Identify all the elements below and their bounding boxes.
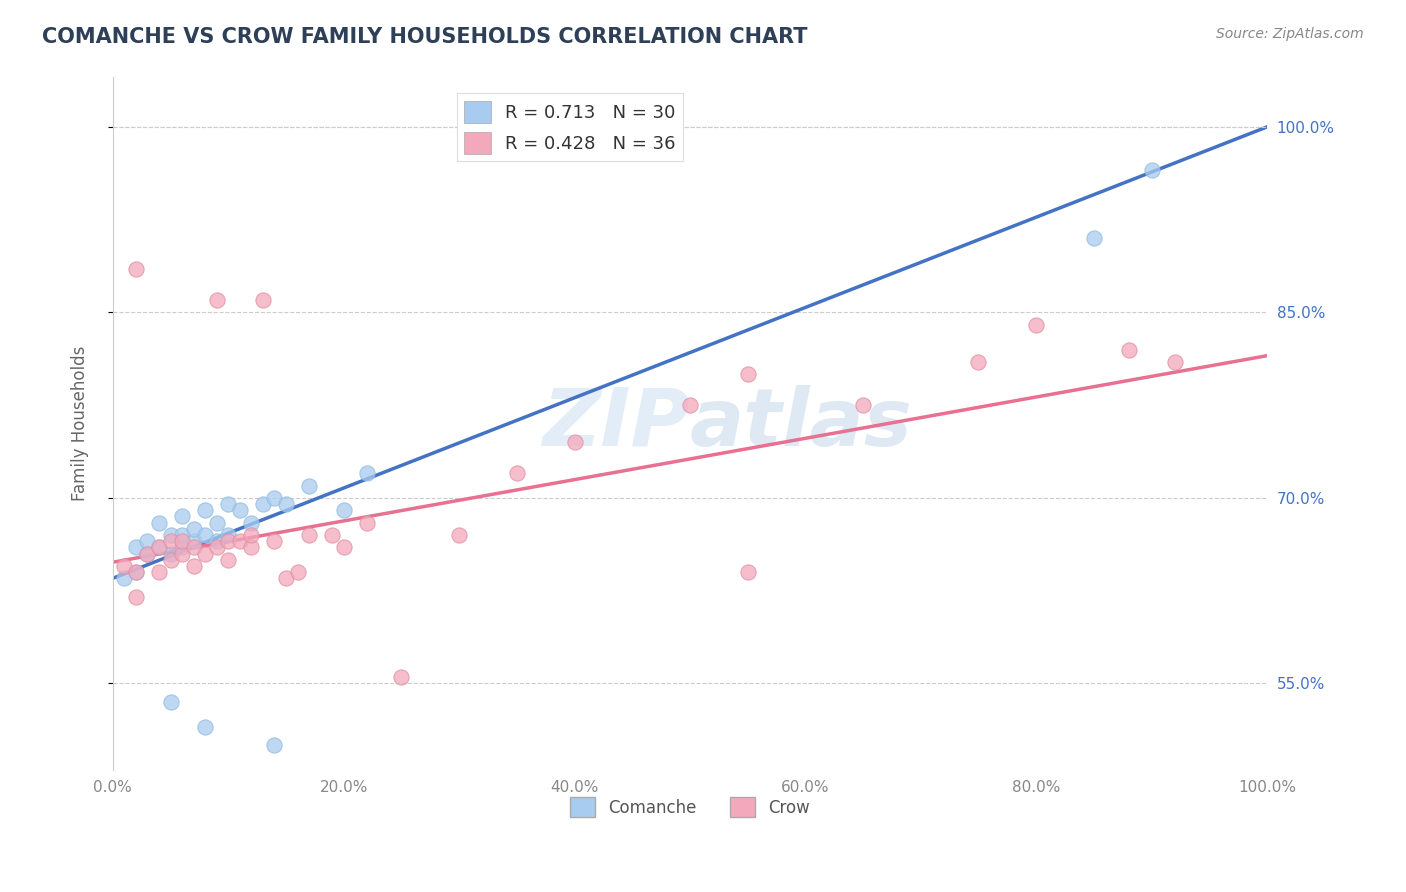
Point	[252, 497, 274, 511]
Point	[159, 553, 181, 567]
Y-axis label: Family Households: Family Households	[72, 346, 89, 501]
Point	[183, 558, 205, 573]
Point	[737, 565, 759, 579]
Point	[194, 720, 217, 734]
Point	[240, 541, 263, 555]
Point	[183, 541, 205, 555]
Point	[194, 547, 217, 561]
Point	[229, 534, 252, 549]
Point	[1083, 231, 1105, 245]
Point	[229, 503, 252, 517]
Point	[125, 590, 148, 604]
Point	[356, 516, 378, 530]
Point	[194, 528, 217, 542]
Point	[506, 466, 529, 480]
Point	[183, 534, 205, 549]
Point	[240, 516, 263, 530]
Point	[679, 398, 702, 412]
Point	[321, 528, 343, 542]
Point	[159, 534, 181, 549]
Point	[564, 435, 586, 450]
Point	[148, 541, 170, 555]
Point	[1025, 318, 1047, 332]
Point	[159, 528, 181, 542]
Point	[1118, 343, 1140, 357]
Point	[274, 571, 297, 585]
Point	[148, 565, 170, 579]
Point	[287, 565, 309, 579]
Point	[205, 541, 228, 555]
Point	[112, 558, 135, 573]
Point	[217, 497, 239, 511]
Point	[252, 293, 274, 307]
Point	[183, 522, 205, 536]
Point	[389, 670, 412, 684]
Point	[148, 516, 170, 530]
Point	[332, 541, 354, 555]
Text: atlas: atlas	[690, 384, 912, 463]
Point	[217, 528, 239, 542]
Text: ZIP: ZIP	[543, 384, 690, 463]
Point	[240, 528, 263, 542]
Point	[194, 503, 217, 517]
Point	[136, 534, 159, 549]
Point	[112, 571, 135, 585]
Point	[159, 547, 181, 561]
Point	[159, 695, 181, 709]
Point	[1163, 355, 1185, 369]
Point	[274, 497, 297, 511]
Point	[172, 534, 194, 549]
Point	[205, 516, 228, 530]
Point	[205, 293, 228, 307]
Point	[356, 466, 378, 480]
Point	[125, 541, 148, 555]
Point	[263, 491, 285, 505]
Point	[172, 509, 194, 524]
Point	[217, 553, 239, 567]
Point	[263, 738, 285, 752]
Point	[148, 541, 170, 555]
Point	[298, 478, 321, 492]
Point	[217, 534, 239, 549]
Point	[263, 534, 285, 549]
Text: Source: ZipAtlas.com: Source: ZipAtlas.com	[1216, 27, 1364, 41]
Point	[125, 565, 148, 579]
Point	[332, 503, 354, 517]
Point	[172, 528, 194, 542]
Point	[205, 534, 228, 549]
Point	[172, 547, 194, 561]
Legend: Comanche, Crow: Comanche, Crow	[564, 790, 817, 824]
Point	[1140, 163, 1163, 178]
Point	[852, 398, 875, 412]
Point	[136, 547, 159, 561]
Point	[298, 528, 321, 542]
Point	[737, 368, 759, 382]
Point	[136, 547, 159, 561]
Point	[125, 262, 148, 277]
Text: COMANCHE VS CROW FAMILY HOUSEHOLDS CORRELATION CHART: COMANCHE VS CROW FAMILY HOUSEHOLDS CORRE…	[42, 27, 807, 46]
Point	[449, 528, 471, 542]
Point	[172, 541, 194, 555]
Point	[125, 565, 148, 579]
Point	[967, 355, 990, 369]
